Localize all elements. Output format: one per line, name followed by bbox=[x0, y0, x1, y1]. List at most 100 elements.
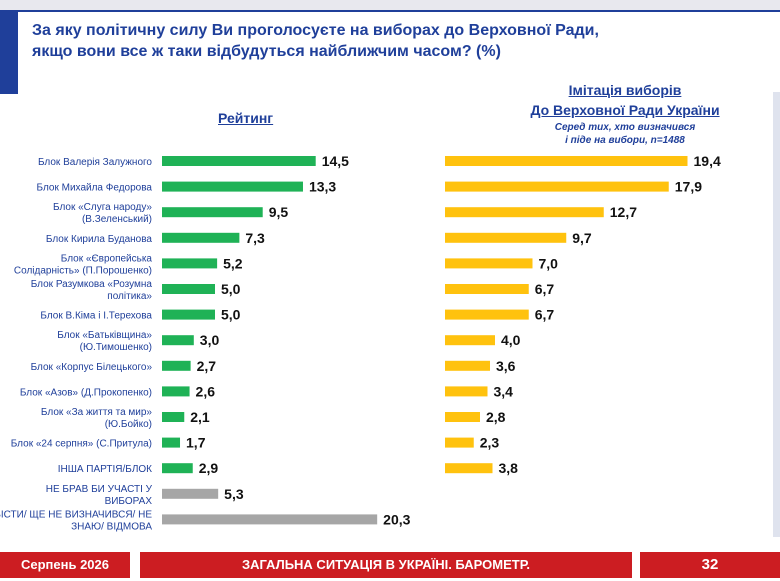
rating-category-label-line: ВИБОРАХ bbox=[105, 496, 153, 507]
rating-value-label: 20,3 bbox=[383, 511, 410, 527]
rating-category-label: Блок Валерія Залужного bbox=[38, 157, 152, 168]
rating-value-label: 5,0 bbox=[221, 281, 241, 297]
election-value-label: 6,7 bbox=[535, 281, 555, 297]
election-bar bbox=[445, 309, 529, 320]
top-bar bbox=[0, 0, 780, 12]
election-bar bbox=[445, 437, 474, 448]
rating-category-label-line: ВАЖКО ВІДПОВІСТИ/ ЩЕ НЕ ВИЗНАЧИВСЯ/ НЕ bbox=[0, 509, 152, 520]
page-title: За яку політичну силу Ви проголосуєте на… bbox=[32, 20, 599, 62]
rating-category-label: ВАЖКО ВІДПОВІСТИ/ ЩЕ НЕ ВИЗНАЧИВСЯ/ НЕЗН… bbox=[0, 509, 152, 532]
rating-category-label: Блок Разумкова «Розумна політика» bbox=[31, 279, 153, 302]
rating-category-label: Блок Михайла Федорова bbox=[37, 183, 153, 194]
left-accent-stripe bbox=[0, 12, 18, 94]
rating-heading: Рейтинг bbox=[218, 110, 274, 126]
rating-category-label-line: Блок В.Кіма і І.Терехова bbox=[40, 311, 152, 322]
rating-category-label: Блок «Слуга народу» (В.Зеленський) bbox=[53, 202, 152, 225]
rating-category-label: НЕ БРАВ БИ УЧАСТІ У ВИБОРАХ bbox=[46, 484, 153, 507]
rating-value-label: 5,3 bbox=[224, 486, 244, 502]
rating-value-label: 2,9 bbox=[199, 460, 219, 476]
election-imitation-subtitle-line-2: і піде на вибори, n=1488 bbox=[565, 135, 685, 146]
rating-category-label: Блок «24 серпня» (С.Притула) bbox=[11, 439, 152, 450]
rating-bar bbox=[162, 437, 181, 448]
rating-category-label-line: (Ю.Тимошенко) bbox=[80, 342, 152, 353]
rating-value-label: 2,6 bbox=[196, 383, 216, 399]
election-bar bbox=[445, 258, 533, 269]
rating-category-label: Блок Кирила Буданова bbox=[46, 234, 153, 245]
footer-title: ЗАГАЛЬНА СИТУАЦІЯ В УКРАЇНІ. БАРОМЕТР. bbox=[140, 552, 632, 578]
page-number: 32 bbox=[640, 552, 780, 578]
rating-bar bbox=[162, 386, 190, 397]
rating-bar bbox=[162, 258, 218, 269]
rating-value-label: 14,5 bbox=[322, 153, 349, 169]
election-bar bbox=[445, 360, 490, 371]
rating-value-label: 5,2 bbox=[223, 255, 243, 271]
rating-category-label-line: Блок «24 серпня» (С.Притула) bbox=[11, 439, 152, 450]
election-imitation-subtitle-line-1: Серед тих, хто визначився bbox=[554, 122, 696, 133]
election-imitation-subtitle: Серед тих, хто визначився і піде на вибо… bbox=[500, 121, 750, 147]
rating-category-label-line: Блок Разумкова «Розумна bbox=[31, 279, 153, 290]
rating-bar bbox=[162, 463, 193, 474]
rating-category-label-line: Блок Михайла Федорова bbox=[37, 183, 153, 194]
rating-category-label: Блок В.Кіма і І.Терехова bbox=[40, 311, 152, 322]
rating-category-label: Блок «За життя та мир» (Ю.Бойко) bbox=[41, 407, 153, 430]
election-bar bbox=[445, 156, 688, 166]
election-bar bbox=[445, 181, 669, 192]
rating-value-label: 9,5 bbox=[269, 204, 289, 220]
rating-bar bbox=[162, 181, 303, 192]
rating-bar bbox=[162, 335, 194, 346]
rating-category-label: ІНША ПАРТІЯ/БЛОК bbox=[58, 464, 152, 475]
election-value-label: 12,7 bbox=[610, 204, 637, 220]
election-value-label: 4,0 bbox=[501, 332, 521, 348]
top-bar-line bbox=[0, 10, 780, 12]
election-value-label: 7,0 bbox=[539, 255, 559, 271]
rating-category-label-line: Блок «Батьківщина» bbox=[57, 330, 152, 341]
rating-bar bbox=[162, 412, 185, 422]
rating-category-label-line: політика» bbox=[107, 291, 152, 302]
election-value-label: 9,7 bbox=[572, 230, 592, 246]
rating-value-label: 13,3 bbox=[309, 179, 336, 195]
rating-bar bbox=[162, 309, 215, 320]
election-value-label: 3,4 bbox=[494, 383, 514, 399]
rating-value-label: 5,0 bbox=[221, 307, 241, 323]
rating-category-label: Блок «Корпус Білецького» bbox=[31, 362, 153, 373]
rating-bar bbox=[162, 156, 316, 166]
election-value-label: 6,7 bbox=[535, 307, 555, 323]
rating-category-label-line: (В.Зеленський) bbox=[82, 214, 152, 225]
election-imitation-heading: Імітація виборів До Верховної Ради Украї… bbox=[500, 80, 750, 120]
election-bar bbox=[445, 412, 480, 422]
election-imitation-heading-line-1: Імітація виборів bbox=[568, 82, 682, 98]
rating-category-label: Блок «Європейська Солідарність» (П.Пороше… bbox=[14, 253, 153, 276]
rating-category-label-line: Блок «Слуга народу» bbox=[53, 202, 152, 213]
rating-category-label: Блок «Батьківщина» (Ю.Тимошенко) bbox=[57, 330, 152, 353]
rating-category-label-line: Блок «Азов» (Д.Прокопенко) bbox=[20, 387, 152, 398]
election-bar bbox=[445, 284, 529, 294]
rating-category-label-line: Блок Валерія Залужного bbox=[38, 157, 152, 168]
rating-category-label: Блок «Азов» (Д.Прокопенко) bbox=[20, 387, 152, 398]
election-value-label: 3,6 bbox=[496, 358, 516, 374]
election-value-label: 2,8 bbox=[486, 409, 506, 425]
rating-bar bbox=[162, 488, 219, 499]
rating-category-label-line: Блок «Корпус Білецького» bbox=[31, 362, 153, 373]
bar-charts: Блок Валерія Залужного 14,5 Блок Михайла Ф… bbox=[0, 153, 721, 532]
page-title-line-1: За яку політичну силу Ви проголосуєте на… bbox=[32, 22, 599, 39]
page-title-line-2: якщо вони все ж таки відбудуться найближ… bbox=[32, 43, 501, 60]
election-bar bbox=[445, 335, 495, 346]
election-imitation-heading-line-2: До Верховної Ради України bbox=[530, 102, 720, 118]
rating-value-label: 3,0 bbox=[200, 332, 220, 348]
rating-category-label-line: Блок «За життя та мир» bbox=[41, 407, 153, 418]
election-bar bbox=[445, 463, 493, 474]
rating-bar bbox=[162, 360, 191, 371]
rating-bar bbox=[162, 284, 215, 294]
rating-bar bbox=[162, 232, 240, 243]
rating-value-label: 1,7 bbox=[186, 435, 206, 451]
rating-category-label-line: Блок «Європейська bbox=[61, 253, 153, 264]
right-accent-stripe bbox=[773, 92, 780, 537]
election-value-label: 17,9 bbox=[675, 179, 702, 195]
election-value-label: 19,4 bbox=[694, 153, 721, 169]
election-value-label: 2,3 bbox=[480, 435, 500, 451]
rating-bar bbox=[162, 207, 263, 218]
rating-value-label: 2,1 bbox=[190, 409, 210, 425]
rating-bar bbox=[162, 514, 378, 525]
rating-category-label-line: Блок Кирила Буданова bbox=[46, 234, 153, 245]
election-bar bbox=[445, 232, 567, 243]
